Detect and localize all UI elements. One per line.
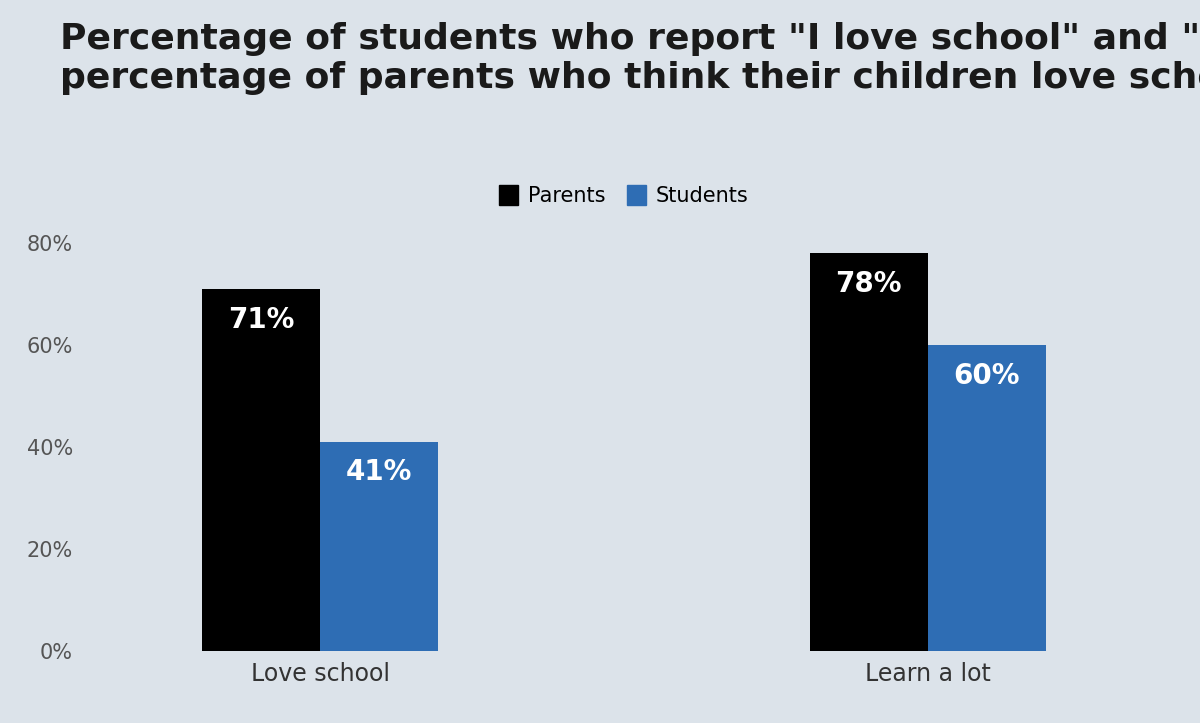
Text: Percentage of students who report "I love school" and "I learn a lot" vs.
percen: Percentage of students who report "I lov… xyxy=(60,22,1200,95)
Text: 78%: 78% xyxy=(835,270,902,298)
Text: 71%: 71% xyxy=(228,306,294,333)
Bar xyxy=(810,253,928,651)
Bar xyxy=(320,442,438,651)
Legend: Parents, Students: Parents, Students xyxy=(491,177,757,215)
Bar xyxy=(928,345,1046,651)
Bar xyxy=(202,289,320,651)
Text: 60%: 60% xyxy=(954,362,1020,390)
Text: 41%: 41% xyxy=(346,458,413,487)
